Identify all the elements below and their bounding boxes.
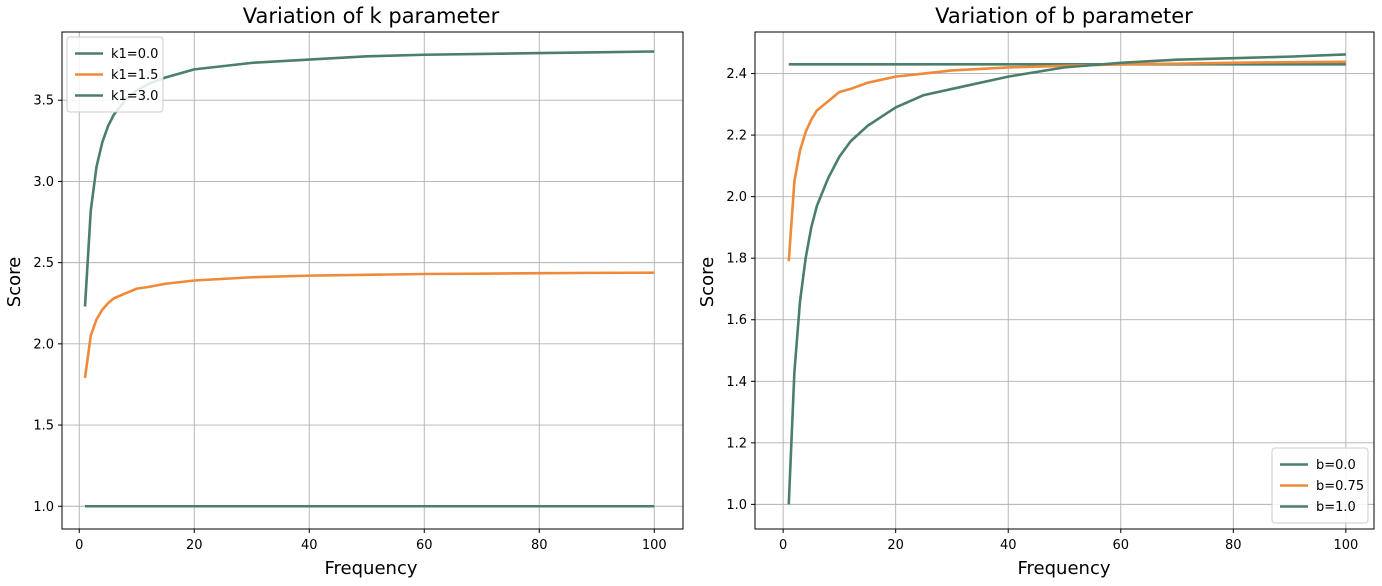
k-chart-legend-label: k1=0.0 — [111, 47, 158, 62]
b-chart-x-tick-label: 40 — [1000, 538, 1017, 553]
b-chart-y-tick-label: 1.0 — [726, 498, 747, 513]
b-chart-x-tick-label: 80 — [1225, 538, 1242, 553]
k-chart-x-tick-label: 40 — [301, 538, 318, 553]
k-chart-x-tick-label: 0 — [75, 538, 83, 553]
k-chart-y-tick-label: 3.5 — [33, 94, 54, 109]
b-chart-x-tick-label: 100 — [1333, 538, 1358, 553]
b-chart-lines — [787, 53, 1346, 505]
k-chart-y-tick-label: 3.0 — [33, 175, 54, 190]
b-chart-title: Variation of b parameter — [935, 4, 1193, 28]
b-chart-y-tick-label: 2.2 — [726, 129, 747, 144]
k-chart-legend-label: k1=3.0 — [111, 89, 158, 104]
b-chart-grid — [755, 32, 1374, 529]
b-chart-legend-label: b=0.0 — [1316, 458, 1356, 473]
k-parameter-chart: Variation of k parameter Frequency Score… — [4, 4, 684, 579]
k-chart-legend: k1=0.0 k1=1.5 k1=3.0 — [66, 36, 164, 113]
b-chart-plot-frame — [754, 31, 1375, 530]
b-chart-y-tick-label: 2.4 — [726, 67, 747, 82]
k-chart-lines — [83, 50, 655, 508]
b-chart-x-tick-label: 0 — [779, 538, 787, 553]
k-chart-legend-frame — [66, 36, 164, 113]
k-chart-x-tick-label: 80 — [531, 538, 548, 553]
k-chart-series-line-1 — [83, 271, 655, 379]
b-chart-series-line-2 — [787, 53, 1346, 505]
b-chart-y-axis-label: Score — [697, 257, 718, 307]
k-chart-y-tick-label: 2.5 — [33, 256, 54, 271]
b-chart-legend: b=0.0 b=0.75 b=1.0 — [1271, 447, 1369, 524]
k-chart-ticks: 0 20 40 60 80 100 1.0 1.5 2.0 2.5 3.0 3.5 — [33, 94, 666, 553]
k-chart-legend-label: k1=1.5 — [111, 68, 158, 83]
k-chart-y-tick-label: 2.0 — [33, 337, 54, 352]
k-chart-x-tick-label: 60 — [416, 538, 433, 553]
b-parameter-chart: Variation of b parameter Frequency Score… — [697, 4, 1375, 579]
k-chart-x-tick-label: 100 — [642, 538, 667, 553]
b-chart-y-tick-label: 1.8 — [726, 252, 747, 267]
b-chart-y-tick-label: 1.2 — [726, 436, 747, 451]
k-chart-y-axis-label: Score — [4, 257, 25, 307]
k-chart-y-tick-label: 1.5 — [33, 419, 54, 434]
b-chart-legend-label: b=0.75 — [1316, 479, 1364, 494]
b-chart-ticks: 0 20 40 60 80 100 1.0 1.2 1.4 1.6 1.8 2.0 2.2 2.4 — [726, 67, 1358, 553]
k-chart-x-tick-label: 20 — [186, 538, 203, 553]
k-chart-y-tick-label: 1.0 — [33, 500, 54, 515]
b-chart-legend-frame — [1271, 447, 1369, 524]
b-chart-x-tick-label: 60 — [1112, 538, 1129, 553]
b-chart-series-line-1 — [787, 60, 1346, 262]
b-chart-y-tick-label: 1.4 — [726, 375, 747, 390]
b-chart-legend-label: b=1.0 — [1316, 500, 1356, 515]
k-chart-title: Variation of k parameter — [243, 4, 500, 28]
k-chart-x-axis-label: Frequency — [325, 558, 418, 579]
b-chart-y-tick-label: 1.6 — [726, 313, 747, 328]
k-chart-plot-frame — [61, 31, 684, 530]
k-chart-series-line-2 — [83, 50, 655, 307]
b-chart-x-tick-label: 20 — [887, 538, 904, 553]
b-chart-y-tick-label: 2.0 — [726, 190, 747, 205]
b-chart-x-axis-label: Frequency — [1018, 558, 1111, 579]
